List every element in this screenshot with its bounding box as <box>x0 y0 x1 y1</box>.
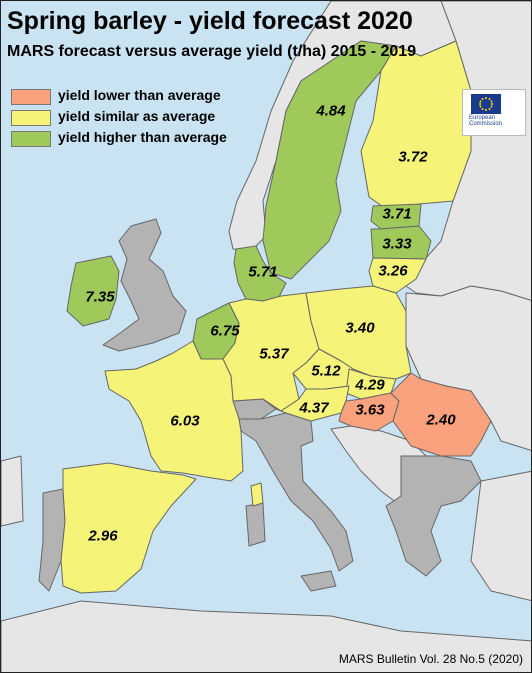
value-ee: 3.71 <box>382 205 412 223</box>
value-be-nl: 6.75 <box>210 322 240 340</box>
land-greece-bulgaria <box>385 455 482 577</box>
value-de: 5.37 <box>259 345 289 363</box>
land-sardinia <box>245 502 266 547</box>
region-de <box>222 292 320 412</box>
region-ie <box>66 255 120 327</box>
legend-item-higher: yield higher than average <box>11 129 251 150</box>
legend-label-lower: yield lower than average <box>58 87 221 103</box>
region-es <box>60 462 197 594</box>
legend-label-higher: yield higher than average <box>58 129 227 145</box>
value-ro: 2.40 <box>426 411 456 429</box>
value-pl: 3.40 <box>345 319 375 337</box>
land-portugal <box>38 488 66 592</box>
value-fr: 6.03 <box>170 412 200 430</box>
legend-swatch-lower <box>11 89 51 105</box>
map-subtitle: MARS forecast versus average yield (t/ha… <box>7 43 417 60</box>
land-uk <box>102 218 187 352</box>
value-es: 2.96 <box>88 527 118 545</box>
legend: yield lower than average yield similar a… <box>11 87 251 150</box>
value-at: 4.37 <box>299 399 329 417</box>
legend-swatch-higher <box>11 131 51 147</box>
legend-label-similar: yield similar as average <box>58 108 216 124</box>
value-sk: 4.29 <box>355 376 385 394</box>
land-sicily <box>300 570 337 592</box>
value-hu: 3.63 <box>355 401 385 419</box>
source-credit: MARS Bulletin Vol. 28 No.5 (2020) <box>338 652 523 666</box>
land-africa <box>1 600 531 672</box>
value-lt: 3.26 <box>378 262 408 280</box>
land-corsica <box>250 482 264 507</box>
legend-swatch-similar <box>11 110 51 126</box>
land-iceland-patch <box>1 455 24 527</box>
region-ro <box>390 372 492 457</box>
value-lv: 3.33 <box>382 235 412 253</box>
value-dk: 5.71 <box>248 263 278 281</box>
land-turkey <box>470 470 531 602</box>
value-se: 4.84 <box>316 102 346 120</box>
value-fi: 3.72 <box>398 148 428 166</box>
region-se <box>262 40 397 280</box>
region-fr <box>104 340 244 482</box>
value-cz: 5.12 <box>311 362 341 380</box>
value-ie: 7.35 <box>85 288 115 306</box>
legend-item-similar: yield similar as average <box>11 108 251 129</box>
eu-flag-icon <box>471 94 501 114</box>
region-at <box>262 385 350 422</box>
legend-item-lower: yield lower than average <box>11 87 251 108</box>
map-title: Spring barley - yield forecast 2020 <box>7 7 413 35</box>
european-commission-logo: European Commission <box>462 89 526 136</box>
logo-name: European Commission <box>469 115 503 127</box>
